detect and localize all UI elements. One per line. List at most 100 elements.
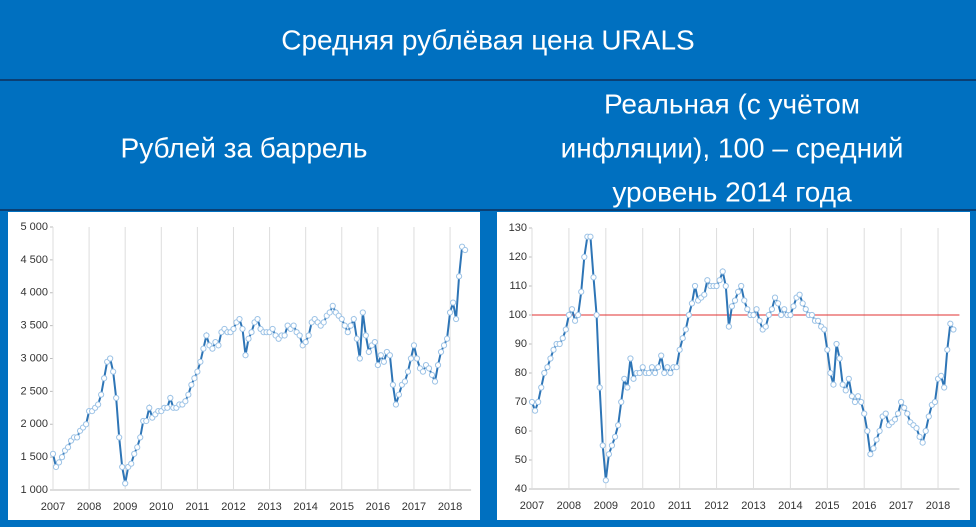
y-tick-label: 3 500 bbox=[20, 320, 48, 332]
marker bbox=[744, 306, 751, 313]
x-tick-label: 2010 bbox=[149, 501, 173, 513]
chart-panel bbox=[497, 212, 970, 520]
marker bbox=[49, 450, 57, 457]
marker bbox=[734, 288, 742, 295]
marker bbox=[571, 317, 579, 324]
marker bbox=[716, 277, 723, 284]
marker bbox=[290, 322, 297, 329]
marker bbox=[790, 303, 797, 310]
marker bbox=[191, 375, 198, 382]
marker bbox=[753, 306, 760, 313]
marker bbox=[440, 342, 448, 349]
marker bbox=[738, 282, 745, 290]
marker bbox=[182, 398, 189, 405]
marker bbox=[547, 355, 554, 362]
marker bbox=[655, 364, 662, 371]
y-tick-label: 80 bbox=[515, 367, 527, 379]
marker bbox=[407, 355, 415, 362]
y-tick-label: 110 bbox=[509, 280, 527, 292]
slide-title: Средняя рублёвая цена URALS bbox=[281, 24, 694, 55]
marker bbox=[630, 375, 637, 382]
y-tick-label: 1 500 bbox=[20, 451, 48, 463]
marker bbox=[200, 345, 207, 352]
x-tick-label: 2011 bbox=[186, 501, 210, 513]
marker bbox=[947, 320, 954, 327]
marker bbox=[386, 352, 393, 359]
marker bbox=[73, 434, 81, 441]
marker bbox=[575, 311, 582, 319]
marker bbox=[131, 450, 138, 457]
marker bbox=[538, 384, 545, 391]
marker bbox=[673, 364, 680, 371]
marker bbox=[848, 393, 856, 400]
marker bbox=[137, 434, 144, 441]
marker bbox=[676, 346, 683, 353]
marker bbox=[854, 393, 862, 400]
marker bbox=[913, 425, 920, 432]
marker bbox=[113, 394, 120, 402]
marker bbox=[919, 439, 926, 446]
marker bbox=[565, 311, 573, 319]
marker bbox=[58, 454, 66, 461]
marker bbox=[873, 436, 880, 443]
marker bbox=[824, 346, 831, 353]
marker bbox=[281, 332, 288, 339]
marker bbox=[134, 444, 141, 451]
marker bbox=[691, 282, 699, 290]
marker bbox=[925, 413, 932, 420]
marker bbox=[344, 329, 351, 336]
marker bbox=[719, 268, 726, 275]
marker bbox=[365, 348, 372, 356]
x-tick-label: 2016 bbox=[366, 501, 390, 513]
marker bbox=[904, 410, 911, 417]
x-tick-label: 2015 bbox=[330, 501, 354, 513]
marker bbox=[371, 338, 378, 346]
marker bbox=[296, 332, 303, 339]
marker bbox=[839, 381, 846, 388]
marker bbox=[413, 355, 421, 362]
marker bbox=[621, 375, 628, 382]
marker bbox=[425, 365, 433, 372]
marker bbox=[876, 427, 883, 435]
marker bbox=[419, 368, 427, 375]
marker bbox=[867, 451, 874, 458]
column-header: Реальная (с учётом bbox=[604, 88, 860, 119]
marker bbox=[833, 340, 840, 348]
marker bbox=[380, 358, 387, 365]
y-tick-label: 4 000 bbox=[20, 287, 48, 299]
marker bbox=[82, 421, 90, 428]
marker bbox=[645, 369, 652, 377]
marker bbox=[194, 368, 201, 375]
marker bbox=[185, 391, 192, 398]
marker bbox=[197, 358, 204, 365]
marker bbox=[771, 294, 779, 301]
x-tick-label: 2009 bbox=[113, 501, 137, 513]
x-tick-label: 2007 bbox=[41, 501, 65, 513]
marker bbox=[864, 427, 871, 435]
marker bbox=[713, 282, 720, 290]
marker bbox=[446, 309, 454, 316]
marker bbox=[110, 368, 117, 375]
y-tick-label: 100 bbox=[509, 309, 527, 321]
x-tick-label: 2017 bbox=[402, 501, 426, 513]
marker bbox=[688, 300, 696, 307]
x-tick-label: 2008 bbox=[77, 501, 101, 513]
y-tick-label: 40 bbox=[515, 483, 527, 495]
marker bbox=[682, 326, 689, 333]
marker bbox=[356, 355, 363, 362]
marker bbox=[431, 378, 439, 385]
marker bbox=[122, 480, 129, 487]
marker bbox=[541, 369, 548, 377]
marker bbox=[377, 352, 384, 359]
marker bbox=[559, 335, 566, 342]
marker bbox=[778, 311, 785, 319]
marker bbox=[587, 233, 594, 240]
marker bbox=[528, 398, 536, 406]
y-tick-label: 3 000 bbox=[20, 352, 48, 364]
x-tick-label: 2016 bbox=[852, 500, 876, 512]
marker bbox=[599, 442, 606, 449]
x-tick-label: 2010 bbox=[630, 500, 654, 512]
marker bbox=[762, 323, 769, 330]
x-tick-label: 2014 bbox=[293, 501, 317, 513]
